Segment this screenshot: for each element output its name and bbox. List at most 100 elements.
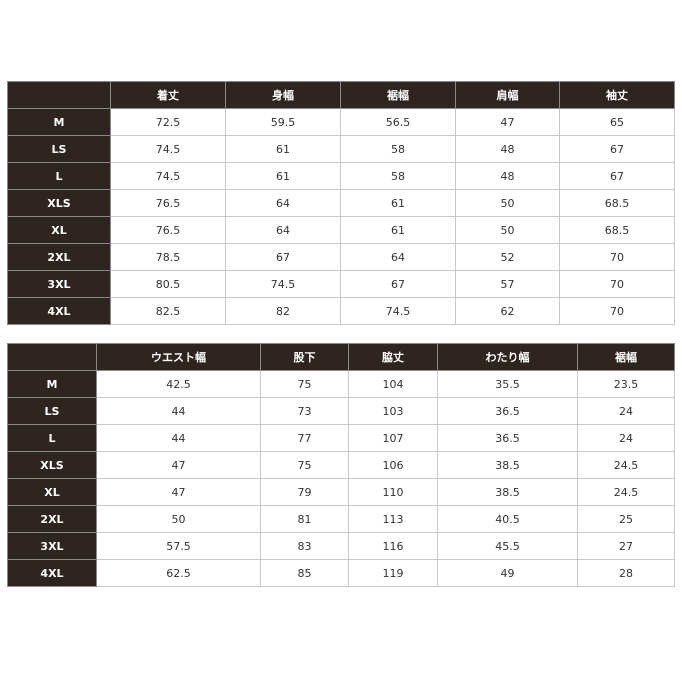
size-label: 2XL	[7, 243, 111, 271]
table-row: 3XL 57.5 83 116 45.5 27	[7, 532, 675, 560]
size-label: M	[7, 370, 97, 398]
measurement-cell: 76.5	[110, 189, 226, 217]
measurement-cell: 67	[225, 243, 341, 271]
measurement-cell: 58	[340, 162, 456, 190]
measurement-cell: 50	[455, 216, 560, 244]
measurement-cell: 61	[225, 135, 341, 163]
measurement-cell: 76.5	[110, 216, 226, 244]
column-header: 裾幅	[340, 81, 456, 109]
measurement-cell: 83	[260, 532, 349, 560]
measurement-cell: 48	[455, 162, 560, 190]
size-label: XLS	[7, 189, 111, 217]
header-row: ウエスト幅 股下 脇丈 わたり幅 裾幅	[7, 343, 675, 371]
measurement-cell: 68.5	[559, 189, 675, 217]
measurement-cell: 74.5	[110, 135, 226, 163]
table-row: XLS 47 75 106 38.5 24.5	[7, 451, 675, 479]
measurement-cell: 23.5	[577, 370, 675, 398]
size-label: LS	[7, 135, 111, 163]
measurement-cell: 42.5	[96, 370, 261, 398]
measurement-cell: 48	[455, 135, 560, 163]
measurement-cell: 47	[96, 478, 261, 506]
measurement-cell: 58	[340, 135, 456, 163]
table-row: XL 47 79 110 38.5 24.5	[7, 478, 675, 506]
measurement-cell: 70	[559, 243, 675, 271]
size-label: M	[7, 108, 111, 136]
measurement-cell: 24.5	[577, 451, 675, 479]
measurement-cell: 74.5	[340, 297, 456, 325]
table-row: XLS 76.5 64 61 50 68.5	[7, 189, 675, 217]
column-header	[7, 81, 111, 109]
size-label: 3XL	[7, 532, 97, 560]
measurement-cell: 70	[559, 270, 675, 298]
measurement-cell: 74.5	[110, 162, 226, 190]
measurement-cell: 36.5	[437, 424, 578, 452]
measurement-cell: 50	[96, 505, 261, 533]
size-label: XL	[7, 216, 111, 244]
measurement-cell: 103	[348, 397, 438, 425]
measurement-cell: 52	[455, 243, 560, 271]
column-header: 着丈	[110, 81, 226, 109]
measurement-cell: 24.5	[577, 478, 675, 506]
size-label: XL	[7, 478, 97, 506]
measurement-cell: 61	[225, 162, 341, 190]
measurement-cell: 59.5	[225, 108, 341, 136]
measurement-cell: 38.5	[437, 451, 578, 479]
measurement-cell: 24	[577, 397, 675, 425]
top-size-table: 着丈 身幅 裾幅 肩幅 袖丈 M 72.5 59.5 56.5 47 65 LS 74.5 61 58 48 6…	[7, 81, 675, 325]
measurement-cell: 67	[340, 270, 456, 298]
size-label: L	[7, 424, 97, 452]
column-header: 袖丈	[559, 81, 675, 109]
column-header: 身幅	[225, 81, 341, 109]
column-header: ウエスト幅	[96, 343, 261, 371]
measurement-cell: 77	[260, 424, 349, 452]
measurement-cell: 61	[340, 189, 456, 217]
measurement-cell: 45.5	[437, 532, 578, 560]
measurement-cell: 44	[96, 424, 261, 452]
measurement-cell: 57.5	[96, 532, 261, 560]
size-label: L	[7, 162, 111, 190]
measurement-cell: 38.5	[437, 478, 578, 506]
measurement-cell: 85	[260, 559, 349, 587]
measurement-cell: 80.5	[110, 270, 226, 298]
measurement-cell: 113	[348, 505, 438, 533]
measurement-cell: 62.5	[96, 559, 261, 587]
column-header	[7, 343, 97, 371]
measurement-cell: 40.5	[437, 505, 578, 533]
measurement-cell: 50	[455, 189, 560, 217]
table-row: 3XL 80.5 74.5 67 57 70	[7, 270, 675, 298]
measurement-cell: 44	[96, 397, 261, 425]
measurement-cell: 64	[225, 189, 341, 217]
size-label: LS	[7, 397, 97, 425]
measurement-cell: 119	[348, 559, 438, 587]
measurement-cell: 47	[455, 108, 560, 136]
measurement-cell: 57	[455, 270, 560, 298]
size-label: 3XL	[7, 270, 111, 298]
measurement-cell: 70	[559, 297, 675, 325]
measurement-cell: 28	[577, 559, 675, 587]
measurement-cell: 74.5	[225, 270, 341, 298]
measurement-cell: 75	[260, 451, 349, 479]
measurement-cell: 47	[96, 451, 261, 479]
measurement-cell: 61	[340, 216, 456, 244]
header-row: 着丈 身幅 裾幅 肩幅 袖丈	[7, 81, 675, 109]
measurement-cell: 116	[348, 532, 438, 560]
table-row: 2XL 78.5 67 64 52 70	[7, 243, 675, 271]
measurement-cell: 107	[348, 424, 438, 452]
measurement-cell: 62	[455, 297, 560, 325]
table-row: LS 44 73 103 36.5 24	[7, 397, 675, 425]
measurement-cell: 67	[559, 162, 675, 190]
measurement-cell: 67	[559, 135, 675, 163]
measurement-cell: 82	[225, 297, 341, 325]
column-header: 股下	[260, 343, 349, 371]
measurement-cell: 65	[559, 108, 675, 136]
table-row: 4XL 62.5 85 119 49 28	[7, 559, 675, 587]
measurement-cell: 73	[260, 397, 349, 425]
column-header: 肩幅	[455, 81, 560, 109]
measurement-cell: 75	[260, 370, 349, 398]
measurement-cell: 64	[225, 216, 341, 244]
column-header: わたり幅	[437, 343, 578, 371]
measurement-cell: 68.5	[559, 216, 675, 244]
measurement-cell: 72.5	[110, 108, 226, 136]
measurement-cell: 36.5	[437, 397, 578, 425]
size-label: 2XL	[7, 505, 97, 533]
